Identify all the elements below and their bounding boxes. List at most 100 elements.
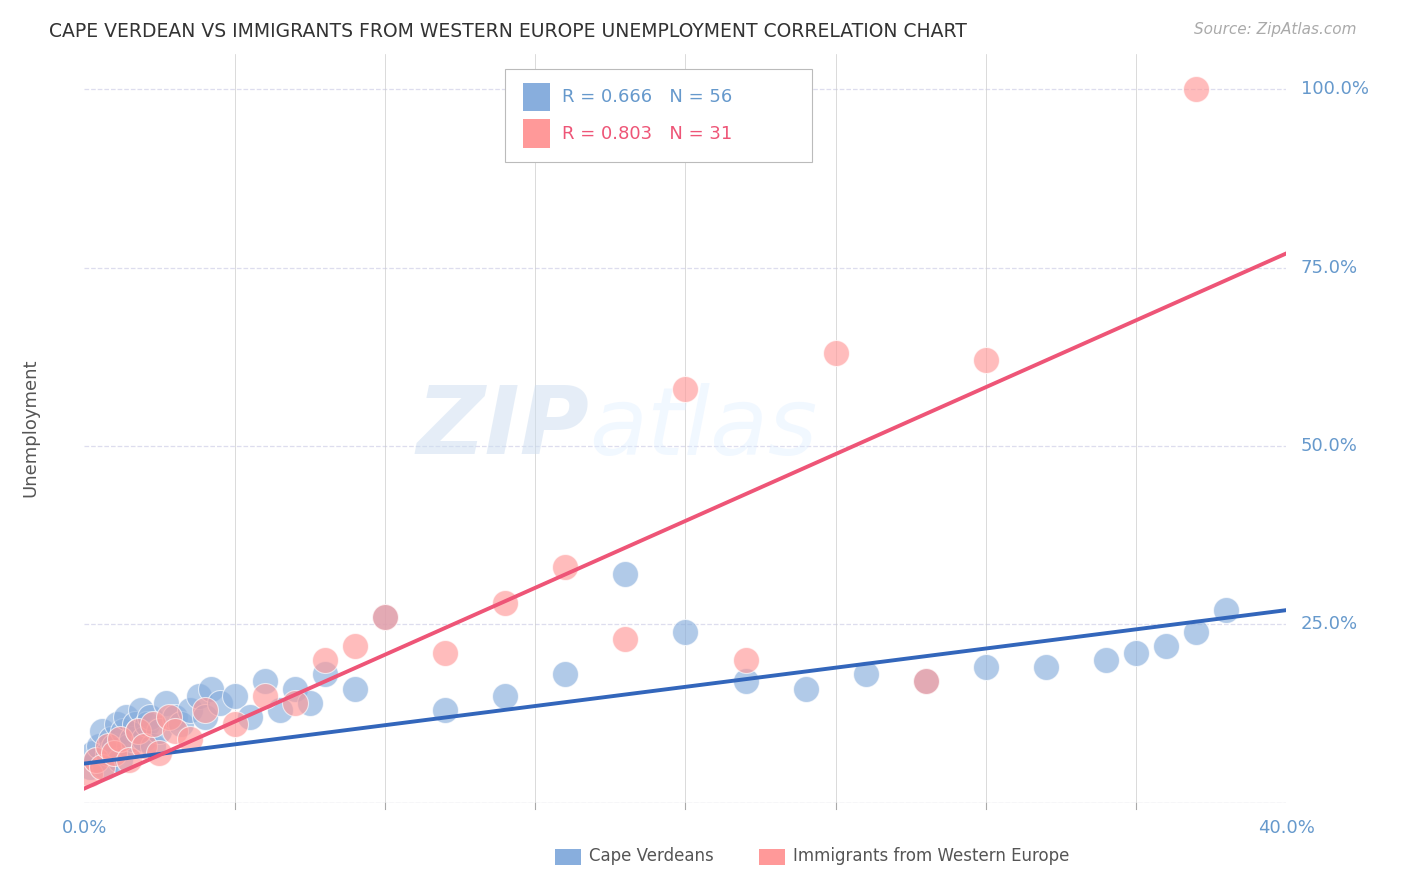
Point — [112, 724, 135, 739]
Point — [142, 739, 165, 753]
Point — [343, 681, 366, 696]
Text: 75.0%: 75.0% — [1301, 259, 1358, 277]
Point — [131, 703, 153, 717]
Text: Unemployment: Unemployment — [21, 359, 39, 498]
Point — [86, 753, 108, 767]
Point — [139, 710, 162, 724]
Point — [142, 717, 165, 731]
Point — [121, 731, 143, 746]
Point — [554, 560, 576, 574]
Point — [97, 746, 120, 760]
Point — [169, 717, 191, 731]
Point — [194, 703, 217, 717]
Point — [100, 731, 122, 746]
Point — [89, 739, 111, 753]
Point — [554, 667, 576, 681]
Point — [86, 753, 108, 767]
Point — [974, 353, 997, 368]
Point — [298, 696, 321, 710]
Point — [118, 753, 141, 767]
Point — [1215, 603, 1237, 617]
Point — [110, 731, 132, 746]
Text: R = 0.666   N = 56: R = 0.666 N = 56 — [561, 88, 733, 106]
Text: Immigrants from Western Europe: Immigrants from Western Europe — [793, 847, 1070, 865]
Point — [1035, 660, 1057, 674]
Point — [187, 689, 209, 703]
Point — [269, 703, 291, 717]
Point — [1185, 82, 1208, 96]
Point — [915, 674, 938, 689]
Point — [118, 739, 141, 753]
Point — [127, 724, 149, 739]
Text: R = 0.803   N = 31: R = 0.803 N = 31 — [561, 125, 733, 143]
Point — [855, 667, 877, 681]
Text: atlas: atlas — [589, 383, 817, 474]
Text: 40.0%: 40.0% — [1258, 819, 1315, 837]
Point — [103, 739, 125, 753]
Point — [494, 596, 516, 610]
Point — [1095, 653, 1118, 667]
Point — [494, 689, 516, 703]
Point — [915, 674, 938, 689]
Point — [1185, 624, 1208, 639]
Point — [110, 753, 132, 767]
Point — [314, 667, 336, 681]
Text: Source: ZipAtlas.com: Source: ZipAtlas.com — [1194, 22, 1357, 37]
Point — [614, 567, 637, 582]
Point — [434, 646, 457, 660]
Text: ZIP: ZIP — [416, 382, 589, 475]
Point — [224, 689, 246, 703]
Point — [794, 681, 817, 696]
Point — [434, 703, 457, 717]
Point — [91, 760, 114, 774]
Point — [127, 724, 149, 739]
Point — [163, 724, 186, 739]
Point — [675, 382, 697, 396]
Point — [253, 674, 276, 689]
Point — [1125, 646, 1147, 660]
Text: Cape Verdeans: Cape Verdeans — [589, 847, 714, 865]
Point — [974, 660, 997, 674]
Text: CAPE VERDEAN VS IMMIGRANTS FROM WESTERN EUROPE UNEMPLOYMENT CORRELATION CHART: CAPE VERDEAN VS IMMIGRANTS FROM WESTERN … — [49, 22, 967, 41]
Point — [179, 703, 201, 717]
Point — [179, 731, 201, 746]
Point — [115, 710, 138, 724]
Point — [82, 746, 104, 760]
Point — [103, 746, 125, 760]
Point — [824, 346, 846, 360]
Point — [148, 724, 170, 739]
Point — [734, 653, 756, 667]
Point — [163, 710, 186, 724]
Point — [239, 710, 262, 724]
Point — [124, 717, 146, 731]
Point — [157, 710, 180, 724]
Point — [148, 746, 170, 760]
Point — [675, 624, 697, 639]
Point — [734, 674, 756, 689]
Point — [253, 689, 276, 703]
Point — [134, 731, 156, 746]
Point — [194, 710, 217, 724]
FancyBboxPatch shape — [523, 83, 550, 112]
Point — [314, 653, 336, 667]
Point — [224, 717, 246, 731]
Point — [1156, 639, 1178, 653]
Point — [343, 639, 366, 653]
Text: 25.0%: 25.0% — [1301, 615, 1358, 633]
Point — [155, 696, 177, 710]
Text: 50.0%: 50.0% — [1301, 437, 1358, 455]
Point — [614, 632, 637, 646]
Point — [79, 767, 101, 781]
Text: 0.0%: 0.0% — [62, 819, 107, 837]
Point — [284, 696, 307, 710]
Point — [374, 610, 396, 624]
Point — [284, 681, 307, 696]
Text: 100.0%: 100.0% — [1301, 80, 1369, 98]
Point — [107, 717, 129, 731]
Point — [94, 760, 117, 774]
Point — [208, 696, 231, 710]
Point — [97, 739, 120, 753]
Point — [134, 739, 156, 753]
Point — [200, 681, 222, 696]
Point — [374, 610, 396, 624]
